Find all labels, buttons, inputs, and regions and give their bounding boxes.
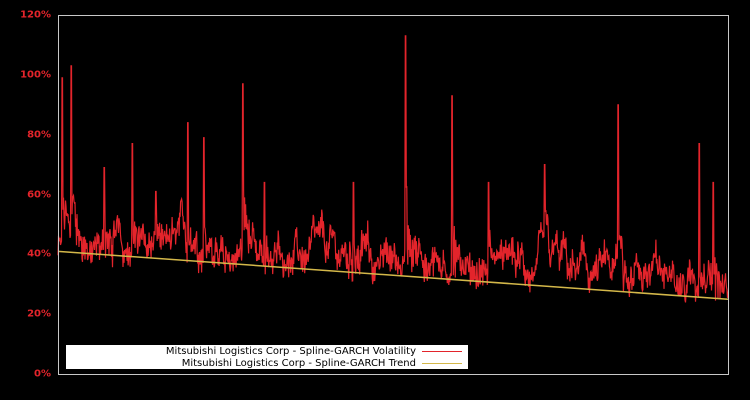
y-tick-label: 60% bbox=[27, 189, 51, 200]
legend-swatch-red bbox=[422, 350, 462, 352]
y-tick-label: 80% bbox=[27, 129, 51, 141]
plot-area-frame bbox=[58, 15, 729, 375]
chart-legend: Mitsubishi Logistics Corp - Spline-GARCH… bbox=[66, 345, 468, 369]
legend-item-volatility: Mitsubishi Logistics Corp - Spline-GARCH… bbox=[166, 345, 468, 357]
y-tick-label: 100% bbox=[20, 69, 51, 81]
volatility-series bbox=[57, 35, 729, 303]
trend-line bbox=[57, 250, 729, 300]
volatility-line bbox=[57, 35, 729, 303]
legend-swatch-gold bbox=[422, 362, 462, 364]
y-tick-label: 20% bbox=[27, 308, 51, 320]
legend-item-trend: Mitsubishi Logistics Corp - Spline-GARCH… bbox=[182, 357, 468, 369]
legend-label: Mitsubishi Logistics Corp - Spline-GARCH… bbox=[165, 345, 416, 357]
y-tick-label: 0% bbox=[34, 368, 51, 380]
legend-label: Mitsubishi Logistics Corp - Spline-GARCH… bbox=[181, 357, 416, 369]
y-tick-label: 40% bbox=[27, 248, 51, 260]
y-tick-label: 120% bbox=[20, 9, 51, 21]
